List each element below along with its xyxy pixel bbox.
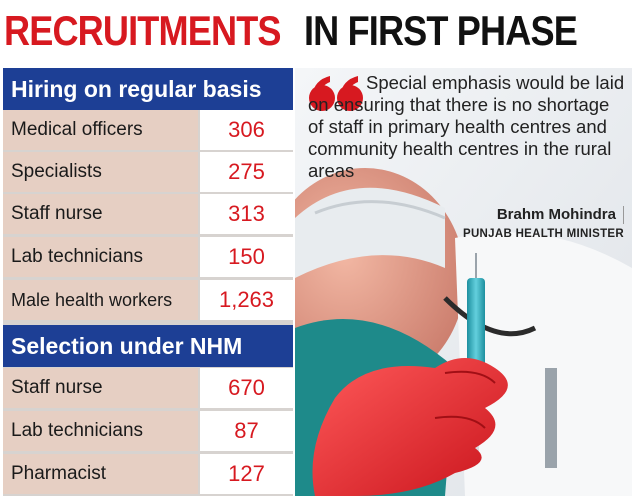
row-value: 1,263 [200, 280, 293, 320]
row-label: Staff nurse [3, 368, 198, 408]
row-label: Specialists [3, 152, 198, 192]
table-row: Lab technicians 87 [3, 411, 293, 453]
section-heading-nhm: Selection under NHM [3, 325, 293, 367]
row-label: Staff nurse [3, 194, 198, 234]
headline: RECRUITMENTS IN FIRST PHASE [0, 0, 635, 62]
row-value: 150 [200, 237, 293, 277]
table-row: Staff nurse 670 [3, 368, 293, 410]
row-label: Pharmacist [3, 454, 198, 494]
quote-text: Special emphasis would be laid on ensuri… [308, 72, 625, 181]
headline-black-part: IN FIRST PHASE [304, 7, 578, 54]
row-value: 313 [200, 194, 293, 234]
quote-author: Brahm Mohindra [496, 206, 616, 223]
table-row: Lab technicians 150 [3, 237, 293, 279]
photo-illustration [295, 68, 632, 496]
row-label: Male health workers [3, 280, 198, 320]
section-heading-regular: Hiring on regular basis [3, 68, 293, 110]
syringe-hand-photo [295, 68, 632, 496]
headline-red-part: RECRUITMENTS [4, 7, 281, 54]
table-row: Staff nurse 313 [3, 194, 293, 236]
row-value: 87 [200, 411, 293, 451]
row-label: Lab technicians [3, 411, 198, 451]
row-value: 127 [200, 454, 293, 494]
table-row: Pharmacist 127 [3, 454, 293, 496]
quote-mark-icon [309, 76, 363, 111]
row-value: 306 [200, 110, 293, 150]
table-row: Male health workers 1,263 [3, 280, 293, 322]
row-value: 275 [200, 152, 293, 192]
table-row: Medical officers 306 [3, 110, 293, 152]
quote-block: Special emphasis would be laid on ensuri… [300, 70, 630, 240]
quote-author-role: PUNJAB HEALTH MINISTER [462, 228, 624, 240]
row-label: Lab technicians [3, 237, 198, 277]
table-row: Specialists 275 [3, 152, 293, 194]
row-label: Medical officers [3, 110, 198, 150]
attribution-divider [623, 206, 624, 224]
row-value: 670 [200, 368, 293, 408]
